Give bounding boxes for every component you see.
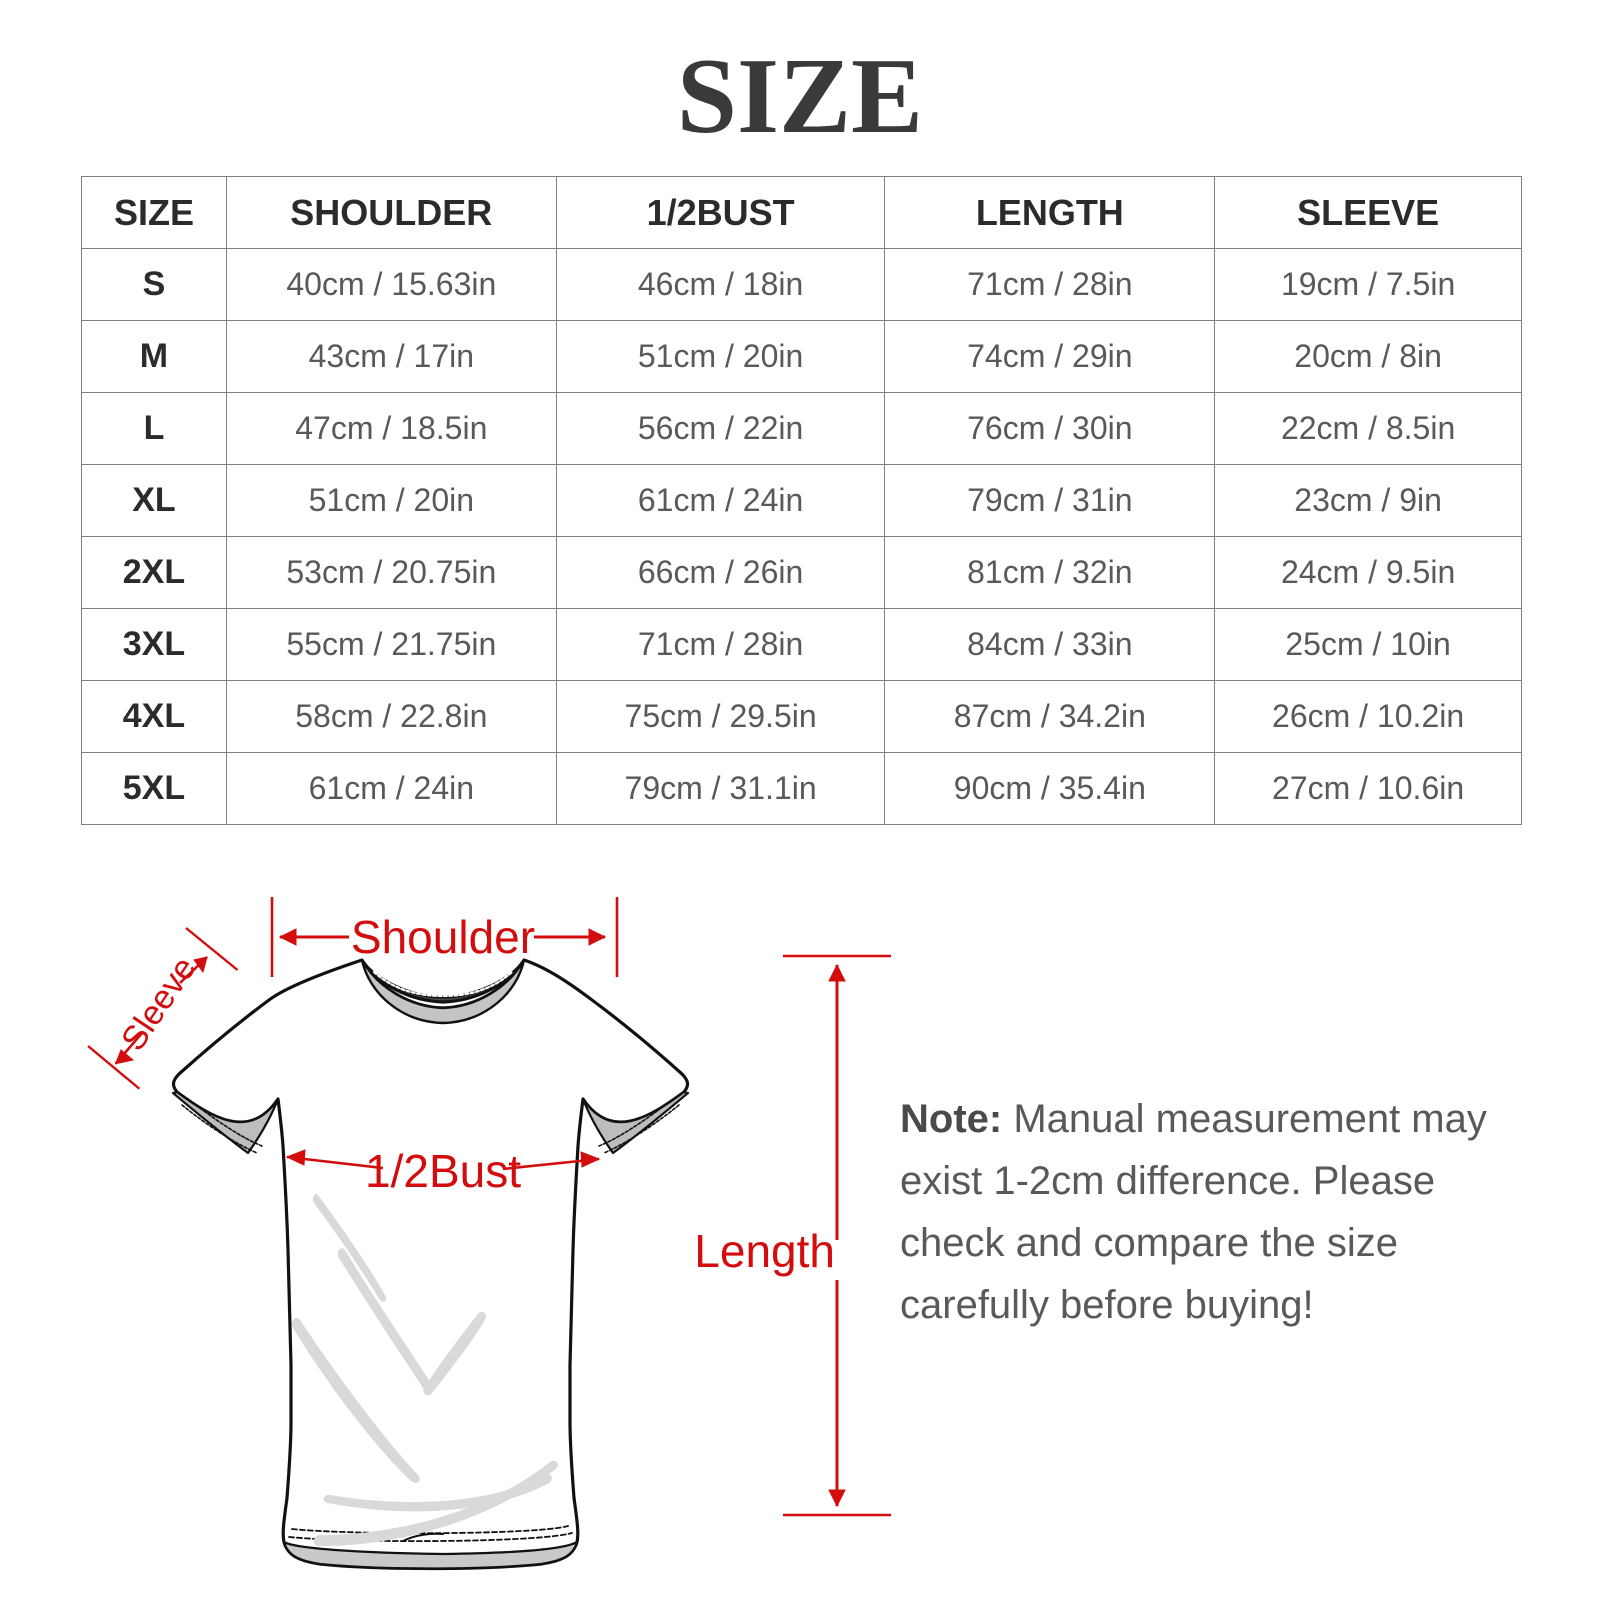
svg-text:1/2Bust: 1/2Bust — [365, 1145, 521, 1197]
svg-text:Sleeve: Sleeve — [114, 950, 204, 1057]
svg-text:Shoulder: Shoulder — [351, 911, 535, 963]
svg-text:Length: Length — [694, 1225, 835, 1277]
